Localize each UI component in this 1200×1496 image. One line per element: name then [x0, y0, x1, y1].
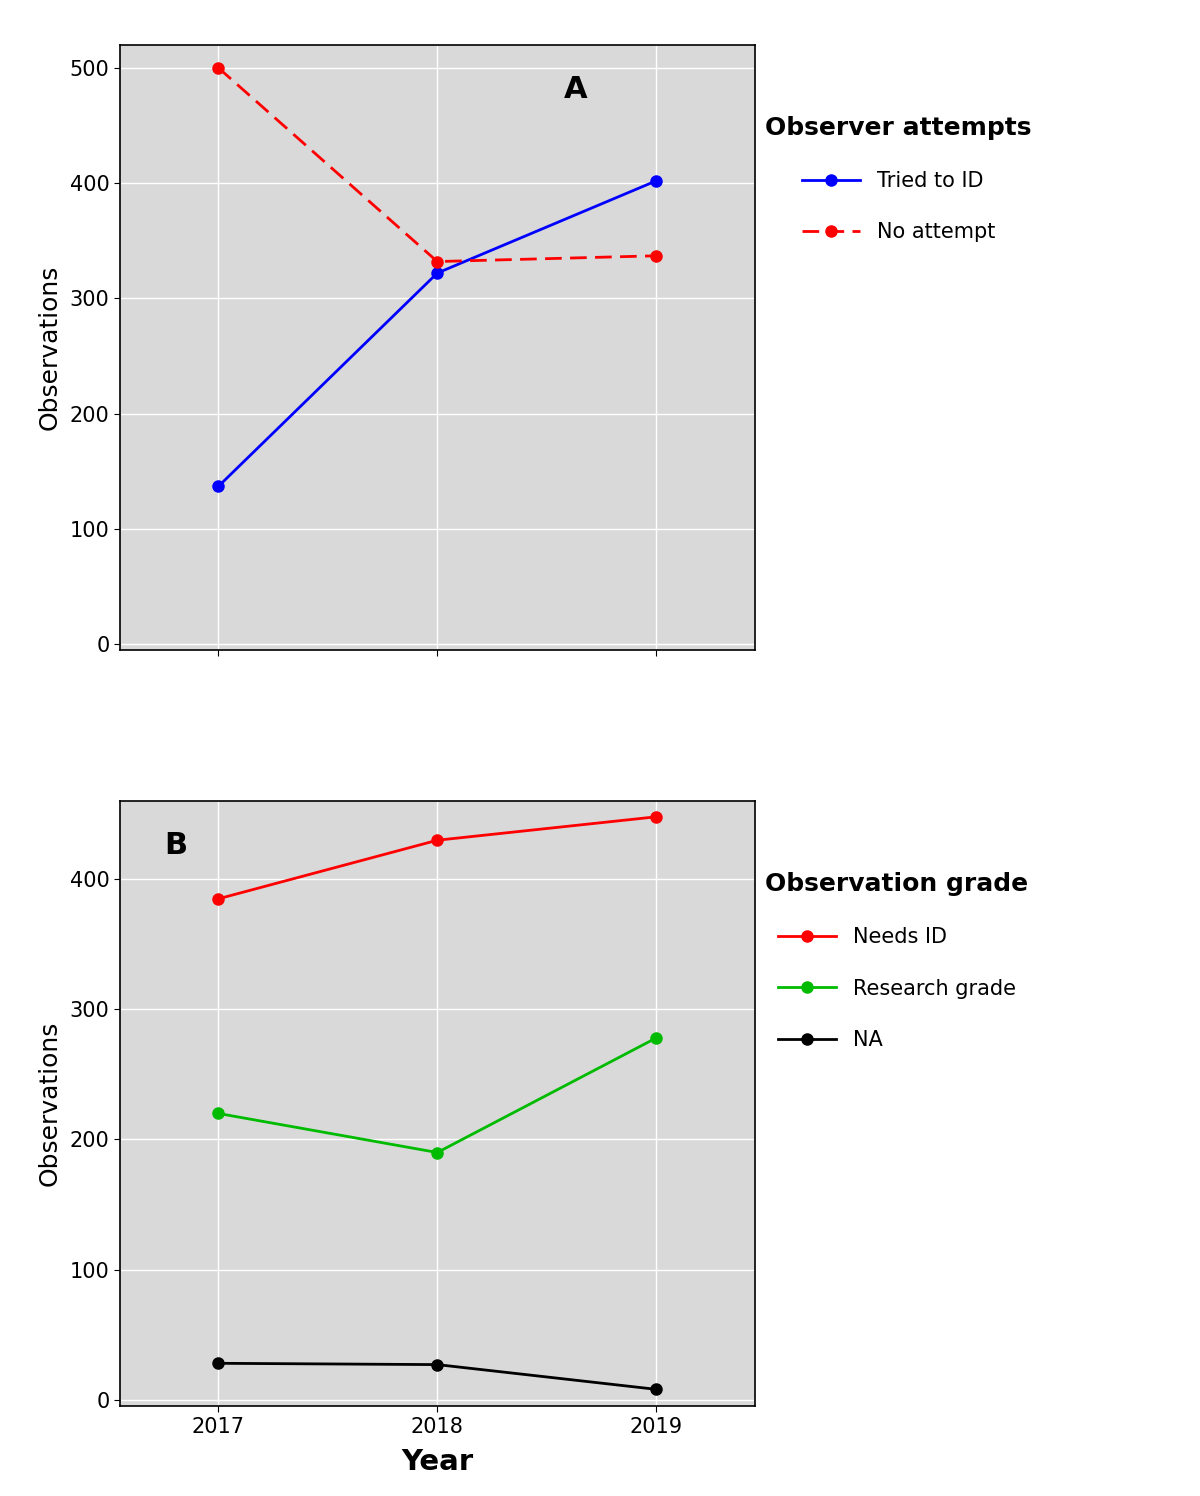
Legend: Tried to ID, No attempt: Tried to ID, No attempt [766, 115, 1032, 242]
X-axis label: Year: Year [401, 1448, 473, 1475]
Text: B: B [164, 832, 187, 860]
Y-axis label: Observations: Observations [37, 265, 61, 429]
Text: A: A [564, 75, 588, 105]
Legend: Needs ID, Research grade, NA: Needs ID, Research grade, NA [766, 872, 1028, 1050]
Y-axis label: Observations: Observations [37, 1022, 61, 1186]
